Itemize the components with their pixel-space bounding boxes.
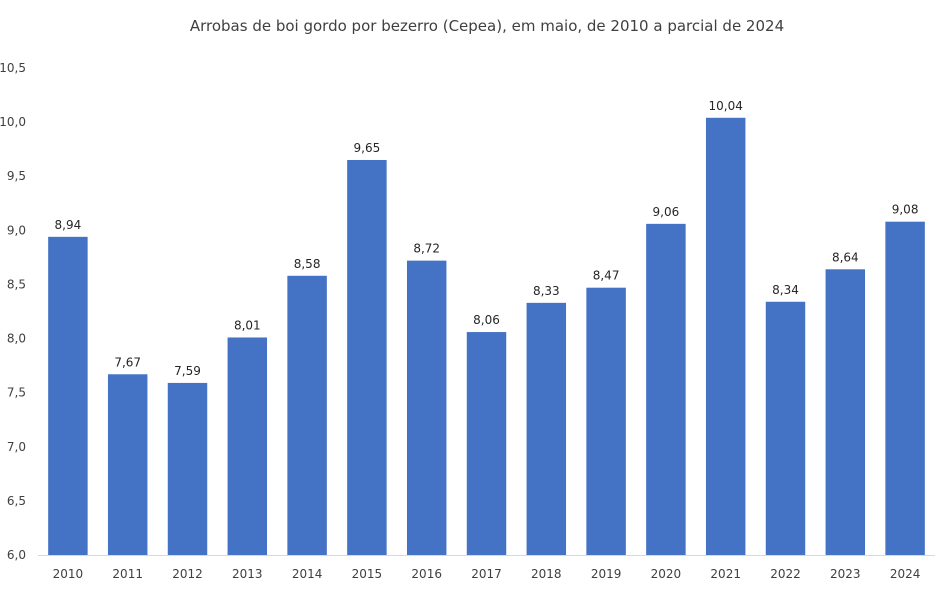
y-tick-label: 6,0 (7, 548, 26, 562)
x-tick-label: 2024 (890, 567, 921, 581)
x-tick-label: 2018 (531, 567, 562, 581)
x-tick-label: 2021 (710, 567, 741, 581)
bar-2011 (107, 374, 148, 555)
data-label-2014: 8,58 (294, 257, 321, 271)
x-tick-label: 2016 (411, 567, 442, 581)
data-label-2020: 9,06 (653, 205, 680, 219)
x-tick-label: 2015 (352, 567, 383, 581)
data-label-2011: 7,67 (114, 355, 141, 369)
data-label-2013: 8,01 (234, 318, 261, 332)
x-tick-label: 2019 (591, 567, 622, 581)
y-tick-label: 6,5 (7, 494, 26, 508)
bar-2019 (586, 287, 626, 555)
bar-2012 (167, 382, 208, 555)
y-tick-label: 10,5 (0, 61, 26, 75)
x-tick-label: 2012 (172, 567, 203, 581)
bar-2018 (526, 302, 567, 555)
bar-2021 (705, 117, 746, 555)
bar-2023 (825, 269, 866, 555)
y-tick-label: 9,5 (7, 169, 26, 183)
data-label-2018: 8,33 (533, 284, 560, 298)
x-tick-label: 2010 (53, 567, 84, 581)
y-tick-label: 7,5 (7, 386, 26, 400)
bar-2022 (765, 301, 806, 555)
bar-2020 (646, 223, 686, 555)
chart-title: Arrobas de boi gordo por bezerro (Cepea)… (190, 17, 784, 35)
data-label-2010: 8,94 (55, 218, 82, 232)
bars-group (48, 117, 925, 556)
y-tick-label: 7,0 (7, 440, 26, 454)
x-tick-label: 2017 (471, 567, 502, 581)
bar-2015 (347, 159, 387, 555)
bar-2013 (227, 337, 268, 555)
x-tick-label: 2022 (770, 567, 801, 581)
x-tick-label: 2020 (651, 567, 682, 581)
data-label-2022: 8,34 (772, 283, 799, 297)
y-tick-label: 8,5 (7, 277, 26, 291)
x-axis-ticks: 2010 2011 2012 2013 2014 2015 2016 2017 2018 2019… (53, 567, 921, 581)
data-label-2015: 9,65 (354, 141, 381, 155)
data-labels-group: 8,94 7,67 7,59 8,01 8,58 9,65 8,72 8,06 8,33 8,47… (55, 99, 919, 378)
x-tick-label: 2014 (292, 567, 323, 581)
y-tick-label: 9,0 (7, 223, 26, 237)
bar-2017 (466, 332, 507, 555)
bar-2014 (287, 275, 327, 555)
x-tick-label: 2023 (830, 567, 861, 581)
data-label-2023: 8,64 (832, 250, 859, 264)
data-label-2019: 8,47 (593, 269, 620, 283)
data-label-2024: 9,08 (892, 203, 919, 217)
x-tick-label: 2013 (232, 567, 263, 581)
data-label-2012: 7,59 (174, 364, 201, 378)
data-label-2016: 8,72 (413, 242, 440, 256)
data-label-2021: 10,04 (709, 99, 743, 113)
x-tick-label: 2011 (112, 567, 143, 581)
bar-2024 (885, 221, 925, 556)
y-tick-label: 8,0 (7, 332, 26, 346)
y-tick-label: 10,0 (0, 115, 26, 129)
data-label-2017: 8,06 (473, 313, 500, 327)
bar-2016 (406, 260, 447, 555)
y-axis-ticks: 6,0 6,5 7,0 7,5 8,0 8,5 9,0 9,5 10,0 10,5 (0, 61, 26, 562)
bar-2010 (48, 236, 88, 555)
